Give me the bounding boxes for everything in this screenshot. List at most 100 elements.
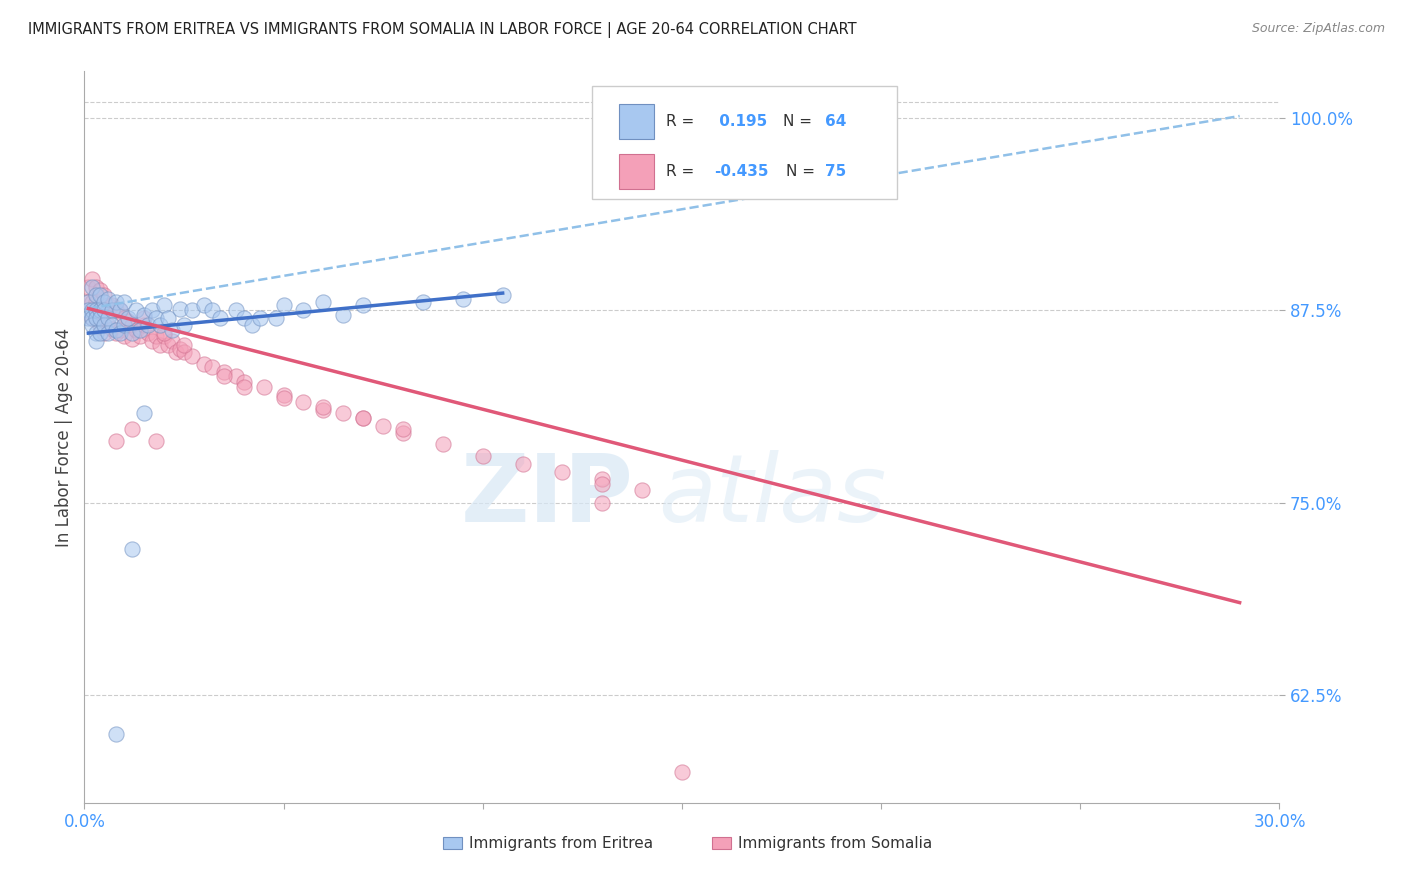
Point <box>110 303 132 318</box>
Point <box>93 326 115 340</box>
Point <box>173 344 195 359</box>
Point <box>77 295 100 310</box>
Point <box>249 310 271 325</box>
Point <box>89 318 111 333</box>
Point <box>93 287 115 301</box>
Point <box>160 334 183 348</box>
Point <box>93 295 115 310</box>
Point <box>105 726 128 740</box>
Text: R =: R = <box>666 113 700 128</box>
FancyBboxPatch shape <box>619 103 654 138</box>
Point <box>97 292 120 306</box>
Point <box>86 303 108 318</box>
Point <box>125 323 148 337</box>
Point <box>141 334 163 348</box>
Point <box>373 418 395 433</box>
Point <box>225 369 247 384</box>
Point <box>132 308 156 322</box>
Point <box>264 310 287 325</box>
Point <box>105 326 128 340</box>
Point <box>352 298 374 312</box>
Text: N =: N = <box>783 113 817 128</box>
Point <box>121 326 143 340</box>
Point <box>153 326 176 340</box>
Text: atlas: atlas <box>658 450 886 541</box>
Point <box>232 310 254 325</box>
Point <box>132 318 156 333</box>
Point <box>157 338 180 352</box>
Point <box>273 298 295 312</box>
Point <box>97 326 120 340</box>
Point <box>112 318 135 333</box>
Point <box>117 310 139 325</box>
Point <box>201 303 224 318</box>
Text: Immigrants from Eritrea: Immigrants from Eritrea <box>470 836 654 851</box>
Point <box>93 303 115 318</box>
Point <box>101 318 124 333</box>
Point <box>432 437 454 451</box>
Point <box>149 318 172 333</box>
Point <box>160 323 183 337</box>
Point <box>149 338 172 352</box>
Point <box>89 283 111 297</box>
Point <box>86 295 108 310</box>
Point <box>412 295 434 310</box>
Point <box>292 303 315 318</box>
Point <box>82 318 104 333</box>
Point <box>240 318 263 333</box>
Point <box>86 310 108 325</box>
FancyBboxPatch shape <box>443 838 463 849</box>
Point <box>112 329 135 343</box>
Text: Immigrants from Somalia: Immigrants from Somalia <box>738 836 932 851</box>
Point <box>312 295 335 310</box>
Point <box>173 338 195 352</box>
Text: 75: 75 <box>825 164 846 179</box>
Text: -0.435: -0.435 <box>714 164 769 179</box>
Point <box>89 287 111 301</box>
Text: 64: 64 <box>825 113 846 128</box>
Point <box>77 310 100 325</box>
Point <box>145 329 167 343</box>
Point <box>591 472 613 486</box>
Point <box>121 422 143 436</box>
Point <box>392 422 415 436</box>
Point <box>253 380 276 394</box>
Point <box>89 326 111 340</box>
Point <box>141 303 163 318</box>
Point <box>551 465 574 479</box>
Y-axis label: In Labor Force | Age 20-64: In Labor Force | Age 20-64 <box>55 327 73 547</box>
Point <box>82 272 104 286</box>
Point <box>82 310 104 325</box>
Text: ZIP: ZIP <box>461 450 634 541</box>
Point <box>292 395 315 409</box>
Point <box>105 295 128 310</box>
Point <box>86 326 108 340</box>
Point <box>392 426 415 441</box>
Point <box>157 310 180 325</box>
Point <box>193 298 215 312</box>
Point <box>105 434 128 448</box>
Point <box>93 318 115 333</box>
Point <box>101 321 124 335</box>
Point <box>105 323 128 337</box>
Point <box>89 303 111 318</box>
Point <box>312 403 335 417</box>
Point <box>471 450 494 464</box>
Point <box>181 349 204 363</box>
Point <box>671 764 693 779</box>
Point <box>165 344 187 359</box>
Point <box>125 303 148 318</box>
Point <box>232 376 254 390</box>
Point <box>273 391 295 405</box>
Text: 0.195: 0.195 <box>714 113 768 128</box>
Point <box>631 483 654 498</box>
Text: Source: ZipAtlas.com: Source: ZipAtlas.com <box>1251 22 1385 36</box>
Point <box>121 332 143 346</box>
Point <box>145 434 167 448</box>
Text: N =: N = <box>786 164 820 179</box>
Point <box>153 329 176 343</box>
Point <box>225 303 247 318</box>
FancyBboxPatch shape <box>619 154 654 189</box>
Point <box>332 406 354 420</box>
Point <box>82 295 104 310</box>
